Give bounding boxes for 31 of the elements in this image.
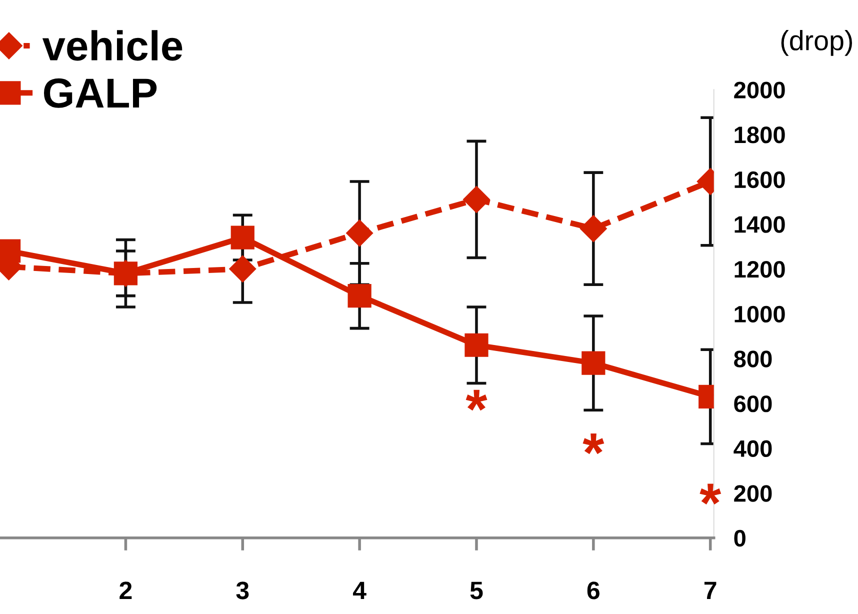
- y-tick-label: 1000: [734, 306, 785, 323]
- y-tick-label: 200: [734, 485, 772, 502]
- point: [464, 333, 488, 357]
- y-tick-label: 800: [734, 350, 772, 368]
- point: [582, 351, 606, 375]
- point: [229, 255, 256, 282]
- x-tick-label: 5: [470, 582, 483, 600]
- annotation: *: [700, 484, 722, 504]
- point: [580, 215, 607, 242]
- y-tick-label: 2000: [734, 82, 785, 98]
- y-tick-label: 1400: [734, 216, 785, 233]
- y-tick-label: 600: [734, 395, 772, 412]
- x-tick-label: 6: [587, 582, 600, 600]
- y-tick-label: 0: [734, 530, 746, 547]
- y-tick-label: 400: [734, 440, 772, 458]
- point: [230, 226, 254, 250]
- x-tick-label: 3: [236, 582, 249, 600]
- legend-label: GALP: [44, 78, 157, 108]
- y-tick-label: 1600: [734, 171, 785, 188]
- y-tick-label: 1200: [734, 261, 785, 278]
- y-tick-label: 1800: [734, 126, 785, 144]
- y-axis-title: (drop): [781, 30, 852, 56]
- point: [348, 284, 372, 308]
- annotation: *: [582, 433, 604, 454]
- x-tick-label: 7: [704, 582, 716, 600]
- legend-label: vehicle: [42, 30, 182, 61]
- x-tick-label: 2: [120, 582, 132, 600]
- point: [463, 186, 490, 213]
- annotation: *: [466, 390, 488, 411]
- x-tick-label: 4: [352, 582, 366, 600]
- point: [346, 220, 374, 247]
